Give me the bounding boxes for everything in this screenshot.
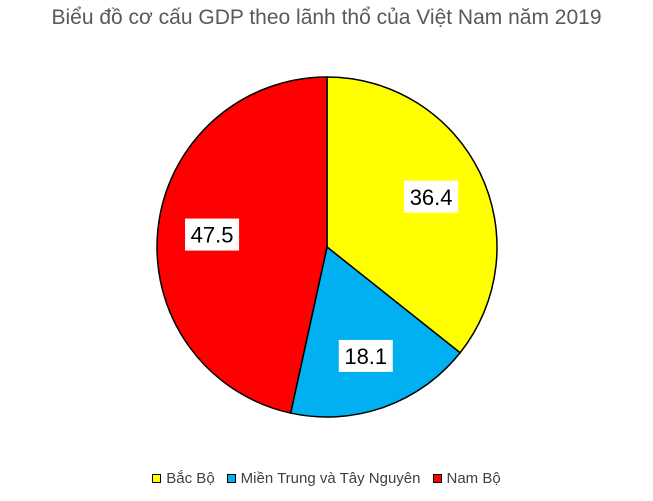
legend-label-bac-bo: Bắc Bộ (166, 470, 215, 487)
legend-label-mien-trung: Miền Trung và Tây Nguyên (240, 470, 421, 487)
legend: Bắc Bộ Miền Trung và Tây Nguyên Nam Bộ (0, 470, 653, 487)
chart-title: Biểu đồ cơ cấu GDP theo lãnh thổ của Việ… (51, 6, 602, 29)
data-label-box-bac-bo (404, 180, 459, 213)
legend-swatch-bac-bo (152, 474, 162, 483)
pie-slice-bac-bo (326, 76, 498, 354)
pie-data-labels: 36.4 18.1 47.5 (185, 180, 459, 372)
data-label-nam-bo: 47.5 (185, 218, 240, 251)
legend-swatch-nam-bo (432, 474, 442, 483)
data-label-text-nam-bo: 47.5 (191, 223, 234, 248)
data-label-box-nam-bo (185, 218, 240, 251)
legend-swatch-mien-trung (226, 474, 236, 483)
pie-slice-nam-bo (156, 76, 328, 414)
legend-item-bac-bo: Bắc Bộ (152, 470, 215, 487)
legend-label-nam-bo: Nam Bộ (446, 470, 501, 487)
data-label-text-mien-trung: 18.1 (344, 344, 387, 369)
pie-slice-mien-trung (289, 245, 462, 418)
legend-item-nam-bo: Nam Bộ (432, 470, 501, 487)
data-label-mien-trung: 18.1 (338, 339, 393, 372)
data-label-box-mien-trung (338, 339, 393, 372)
pie-slices (156, 76, 498, 418)
legend-item-mien-trung: Miền Trung và Tây Nguyên (226, 470, 421, 487)
data-label-text-bac-bo: 36.4 (410, 185, 453, 210)
data-label-bac-bo: 36.4 (404, 180, 459, 213)
